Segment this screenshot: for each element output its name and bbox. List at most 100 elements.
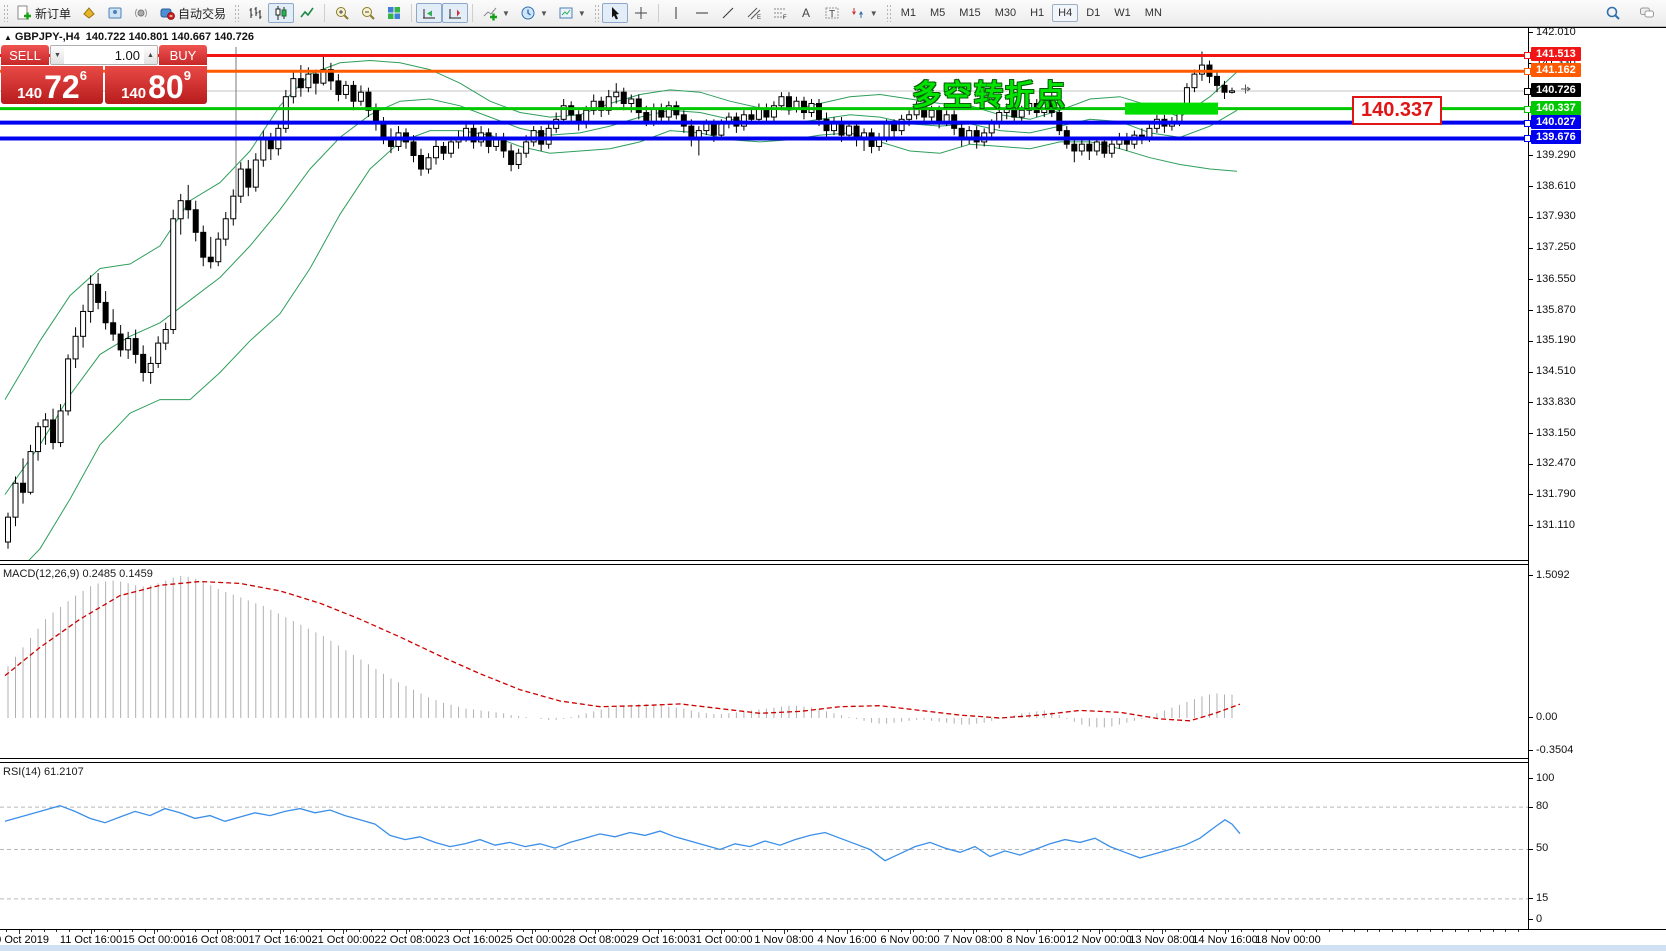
search-button[interactable] (1600, 3, 1626, 23)
equidistant-channel-button[interactable]: E (741, 3, 767, 23)
autoscroll-icon (423, 9, 436, 19)
timeframe-w1-button[interactable]: W1 (1114, 7, 1131, 19)
toolbar-grip[interactable] (885, 4, 891, 22)
time-scale-label: 7 Nov 08:00 (943, 934, 1003, 946)
volume-down-button[interactable]: ▼ (51, 46, 64, 64)
volume-input[interactable] (64, 46, 144, 64)
toolbar-grip[interactable] (593, 4, 599, 22)
timeframe-m15-button[interactable]: M15 (959, 7, 981, 19)
buy-button[interactable]: BUY (159, 45, 207, 65)
price-chart-canvas[interactable] (0, 28, 1666, 945)
candlestick-button[interactable] (268, 3, 295, 23)
time-major-tick (280, 930, 281, 934)
templates-button[interactable]: ▼ (553, 3, 591, 23)
navigator-button[interactable] (102, 3, 128, 23)
toolbar-grip[interactable] (234, 4, 240, 22)
time-minor-tick (220, 930, 222, 932)
crosshair-button[interactable] (628, 3, 654, 23)
timeframe-mn-button[interactable]: MN (1144, 7, 1162, 19)
timeframe-m1-button[interactable]: M1 (900, 7, 916, 19)
bar-chart-button[interactable] (242, 3, 268, 23)
fibo-icon: F (773, 8, 787, 21)
trendline-button[interactable] (715, 3, 741, 23)
time-minor-tick (648, 930, 650, 932)
scale-tick (1529, 806, 1533, 808)
periods-button[interactable]: ▼ (515, 3, 553, 23)
market-watch-button[interactable] (76, 3, 102, 23)
scale-tick (1529, 402, 1533, 404)
indicators-button[interactable]: ▼ (477, 3, 515, 23)
auto-scroll-button[interactable] (416, 3, 443, 23)
time-minor-tick (875, 930, 877, 932)
horizontal-line-button[interactable] (689, 3, 715, 23)
fibonacci-button[interactable]: F (767, 3, 793, 23)
vertical-line-button[interactable] (663, 3, 689, 23)
price-scale[interactable]: 142.010141.330140.650139.970139.290138.6… (1524, 26, 1666, 929)
arrows-button[interactable]: ▼ (845, 3, 883, 23)
time-minor-tick (1215, 930, 1217, 932)
dropdown-caret-icon[interactable]: ▼ (539, 8, 548, 18)
level-anchor (1524, 68, 1531, 76)
signals-button[interactable] (128, 3, 154, 23)
chat-button[interactable] (1634, 3, 1660, 23)
scale-tick (1529, 32, 1533, 34)
text-button[interactable]: A (793, 3, 819, 23)
volume-up-button[interactable]: ▲ (144, 46, 157, 64)
time-scale-label: 22 Oct 08:00 (374, 934, 438, 946)
dropdown-caret-icon[interactable]: ▼ (869, 8, 878, 18)
chart-shift-button[interactable] (442, 3, 469, 23)
pane-separator[interactable] (0, 560, 1666, 565)
dropdown-caret-icon[interactable]: ▼ (502, 8, 510, 18)
scale-tick (1529, 433, 1533, 434)
label-icon: T (825, 7, 839, 20)
timeframe-h4-button[interactable]: H4 (1052, 4, 1079, 22)
scale-tick (1529, 525, 1533, 527)
bar-chart-icon (249, 7, 262, 19)
time-minor-tick (938, 930, 940, 932)
autotrading-button[interactable]: 自动交易 (154, 3, 231, 23)
text-label-button[interactable]: T (819, 3, 845, 23)
time-major-tick (469, 930, 470, 934)
time-major-tick (19, 930, 20, 934)
toolbar-right-group (1600, 3, 1660, 23)
svg-text:E: E (757, 15, 761, 21)
time-minor-tick (547, 930, 549, 932)
zoom-out-button[interactable] (355, 3, 381, 23)
sell-price-button[interactable]: 140 72 6 (1, 66, 103, 104)
scale-tick (1529, 575, 1533, 577)
timeframe-d1-button[interactable]: D1 (1086, 7, 1101, 19)
timeframe-m5-button[interactable]: M5 (930, 7, 946, 19)
toolbar-grip[interactable] (3, 4, 8, 22)
timeframe-h1-button[interactable]: H1 (1030, 7, 1045, 19)
tile-windows-button[interactable] (381, 3, 407, 23)
time-scale-label: 29 Oct 16:00 (626, 934, 690, 946)
time-major-tick (1036, 930, 1037, 934)
price-level-callout: 140.337 (1352, 96, 1443, 125)
scale-tick (1529, 848, 1533, 850)
time-minor-tick (787, 930, 789, 932)
sell-button[interactable]: SELL (1, 45, 49, 65)
time-minor-tick (1064, 930, 1066, 932)
scale-tick (1529, 340, 1533, 342)
buy-price-button[interactable]: 140 80 9 (105, 66, 207, 104)
collapse-trade-panel-icon[interactable]: ▲ (4, 33, 12, 42)
time-scale-label: 28 Oct 08:00 (563, 934, 627, 946)
pane-separator[interactable] (0, 758, 1666, 763)
time-minor-tick (837, 930, 839, 932)
time-minor-tick (623, 930, 625, 932)
time-minor-tick (1228, 930, 1230, 932)
cursor-button[interactable] (601, 3, 628, 23)
level-anchor (1524, 88, 1531, 96)
line-chart-button[interactable] (294, 3, 320, 23)
zoom-in-button[interactable] (329, 3, 355, 23)
ohlc-values: 140.722 140.801 140.667 140.726 (85, 31, 254, 43)
time-major-tick (1162, 930, 1163, 934)
symbol-header: ▲ GBPJPY-,H4 140.722 140.801 140.667 140.7… (4, 31, 254, 43)
time-minor-tick (636, 930, 637, 932)
chat-icon (1640, 7, 1654, 18)
new-order-button[interactable]: 新订单 (11, 3, 76, 23)
price-scale-label: 134.510 (1536, 365, 1576, 378)
timeframe-m30-button[interactable]: M30 (994, 7, 1017, 19)
dropdown-caret-icon[interactable]: ▼ (577, 8, 586, 18)
